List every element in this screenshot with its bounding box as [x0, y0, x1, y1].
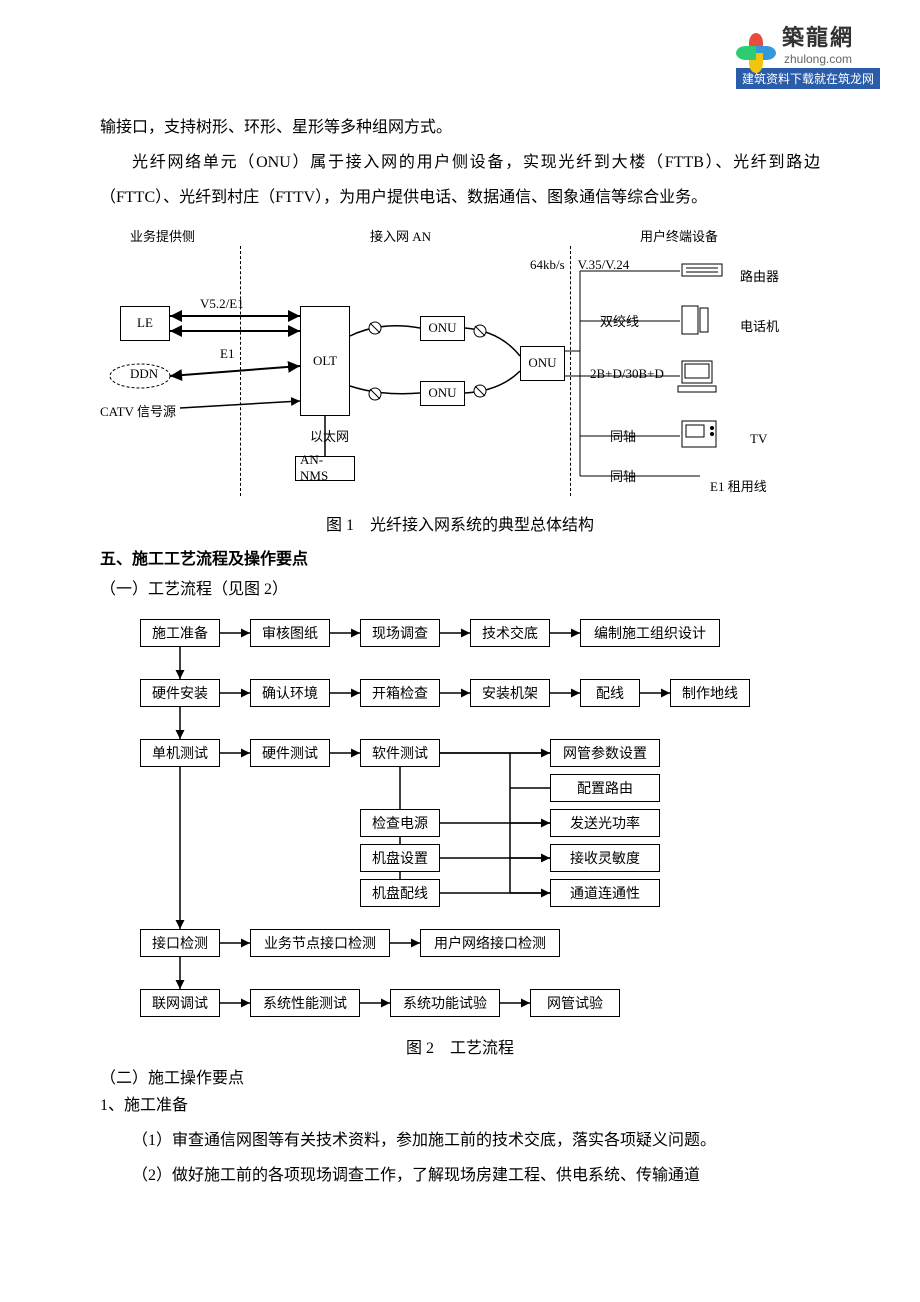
figure-1-caption: 图 1 光纤接入网系统的典型总体结构 [100, 511, 820, 535]
flow-box: 制作地线 [670, 679, 750, 707]
flow-box: 单机测试 [140, 739, 220, 767]
flow-box: 检查电源 [360, 809, 440, 837]
section-5-heading: 五、施工工艺流程及操作要点 [100, 545, 820, 569]
fig1-col-right: 用户终端设备 [640, 226, 718, 245]
flow-box: 安装机架 [470, 679, 550, 707]
sub-2-1-2: （2）做好施工前的各项现场调查工作，了解现场房建工程、供电系统、传输通道 [100, 1158, 820, 1193]
flow-box: 机盘设置 [360, 844, 440, 872]
label-rate: 64kb/s V.35/V.24 [530, 254, 629, 273]
body-text: 输接口，支持树形、环形、星形等多种组网方式。 光纤网络单元（ONU）属于接入网的… [100, 110, 820, 216]
flow-box: 联网调试 [140, 989, 220, 1017]
label-coax1: 同轴 [610, 426, 636, 445]
node-catv: CATV 信号源 [100, 401, 176, 420]
node-onu2: ONU [420, 381, 465, 406]
label-twisted: 双绞线 [600, 311, 639, 330]
label-isdn: 2B+D/30B+D [590, 366, 664, 382]
document-page: 築龍網 zhulong.com 建筑资料下载就在筑龙网 输接口，支持树形、环形、… [0, 0, 920, 1302]
flow-box: 硬件安装 [140, 679, 220, 707]
flow-box: 现场调查 [360, 619, 440, 647]
figure-2: 施工准备 审核图纸 现场调查 技术交底 编制施工组织设计硬件安装 确认环境 开箱检查 安装机架… [100, 609, 820, 1029]
flow-box: 机盘配线 [360, 879, 440, 907]
sub-heading-1: （一）工艺流程（见图 2） [100, 575, 820, 599]
logo-text-cn: 築龍網 [782, 20, 854, 52]
flow-box: 接口检测 [140, 929, 220, 957]
flow-box: 软件测试 [360, 739, 440, 767]
flow-box: 技术交底 [470, 619, 550, 647]
node-an-nms: AN-NMS [295, 456, 355, 481]
label-coax2: 同轴 [610, 466, 636, 485]
flow-box: 业务节点接口检测 [250, 929, 390, 957]
fig1-divider-left [240, 246, 241, 496]
flow-box: 审核图纸 [250, 619, 330, 647]
flow-box: 通道连通性 [550, 879, 660, 907]
sub-2-1-1: （1）审查通信网图等有关技术资料，参加施工前的技术交底，落实各项疑义问题。 [100, 1123, 820, 1158]
label-v52: V5.2/E1 [200, 296, 244, 312]
sub-2-1: 1、施工准备 [100, 1088, 820, 1123]
pinwheel-icon [736, 23, 776, 63]
label-e1: E1 [220, 346, 234, 362]
flow-box: 接收灵敏度 [550, 844, 660, 872]
flow-box: 配线 [580, 679, 640, 707]
flow-box: 施工准备 [140, 619, 220, 647]
paragraph-1: 输接口，支持树形、环形、星形等多种组网方式。 [100, 110, 820, 145]
fig1-divider-right [570, 246, 571, 496]
sub-heading-2: （二）施工操作要点 [100, 1064, 820, 1088]
flow-box: 开箱检查 [360, 679, 440, 707]
flow-box: 网管参数设置 [550, 739, 660, 767]
logo-text-en: zhulong.com [782, 52, 854, 66]
flow-box: 确认环境 [250, 679, 330, 707]
label-e1line: E1 租用线 [710, 476, 767, 495]
flow-box: 发送光功率 [550, 809, 660, 837]
node-ddn: DDN [130, 366, 158, 382]
flow-box: 硬件测试 [250, 739, 330, 767]
label-router: 路由器 [740, 266, 779, 285]
fig1-col-mid: 接入网 AN [370, 226, 431, 245]
label-tv: TV [750, 431, 767, 447]
node-le: LE [120, 306, 170, 341]
figure-2-caption: 图 2 工艺流程 [100, 1034, 820, 1058]
fig1-col-left: 业务提供侧 [130, 226, 195, 245]
figure-1: 业务提供侧 接入网 AN 用户终端设备 LE DDN CATV 信号源 OLT … [100, 226, 820, 506]
fig1-lines [100, 226, 820, 506]
flow-box: 系统功能试验 [390, 989, 500, 1017]
site-logo: 築龍網 zhulong.com 建筑资料下载就在筑龙网 [736, 20, 880, 89]
flow-box: 用户网络接口检测 [420, 929, 560, 957]
flow-box: 编制施工组织设计 [580, 619, 720, 647]
flow-box: 系统性能测试 [250, 989, 360, 1017]
flow-box: 配置路由 [550, 774, 660, 802]
paragraph-2: 光纤网络单元（ONU）属于接入网的用户侧设备，实现光纤到大楼（FTTB）、光纤到… [100, 145, 820, 215]
node-olt: OLT [300, 306, 350, 416]
flow-box: 网管试验 [530, 989, 620, 1017]
node-onu1: ONU [420, 316, 465, 341]
label-phone: 电话机 [740, 316, 779, 335]
node-onu-right: ONU [520, 346, 565, 381]
fig2-arrows [100, 609, 820, 1029]
label-ethernet: 以太网 [310, 426, 349, 445]
